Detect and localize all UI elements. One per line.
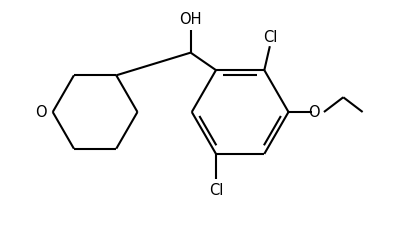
Text: Cl: Cl	[263, 30, 277, 45]
Text: O: O	[307, 105, 319, 120]
Text: Cl: Cl	[208, 182, 223, 197]
Text: O: O	[35, 105, 47, 120]
Text: OH: OH	[179, 12, 201, 27]
